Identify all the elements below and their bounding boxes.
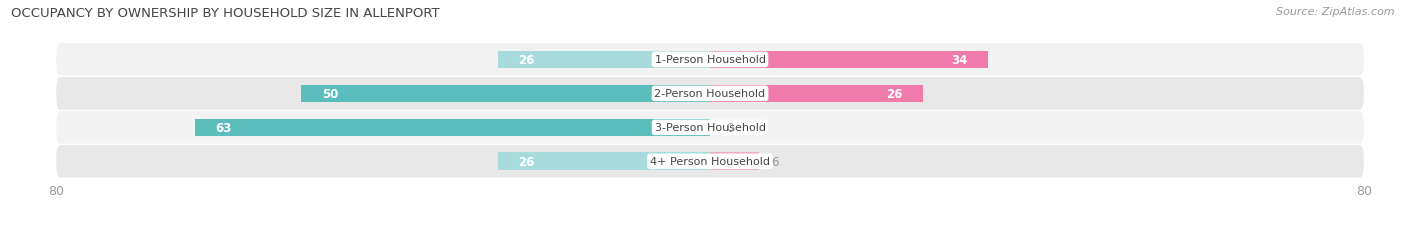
Text: 26: 26	[886, 88, 903, 100]
Text: 1-Person Household: 1-Person Household	[655, 55, 765, 65]
FancyBboxPatch shape	[56, 44, 1364, 76]
Text: 2-Person Household: 2-Person Household	[654, 89, 766, 99]
Text: 26: 26	[517, 54, 534, 67]
Text: 4+ Person Household: 4+ Person Household	[650, 157, 770, 167]
Bar	[498, 51, 710, 69]
Text: 3-Person Household: 3-Person Household	[655, 123, 765, 133]
Bar	[710, 153, 759, 170]
Text: 26: 26	[517, 155, 534, 168]
Text: 34: 34	[950, 54, 967, 67]
Text: 0: 0	[727, 121, 734, 134]
FancyBboxPatch shape	[56, 112, 1364, 144]
Text: 63: 63	[215, 121, 232, 134]
Text: OCCUPANCY BY OWNERSHIP BY HOUSEHOLD SIZE IN ALLENPORT: OCCUPANCY BY OWNERSHIP BY HOUSEHOLD SIZE…	[11, 7, 440, 20]
FancyBboxPatch shape	[56, 145, 1364, 178]
Text: 50: 50	[322, 88, 339, 100]
Bar	[710, 51, 988, 69]
Bar	[195, 119, 710, 137]
Bar	[301, 85, 710, 103]
Text: Source: ZipAtlas.com: Source: ZipAtlas.com	[1277, 7, 1395, 17]
Bar	[710, 85, 922, 103]
FancyBboxPatch shape	[56, 78, 1364, 110]
Text: 6: 6	[772, 155, 779, 168]
Bar	[498, 153, 710, 170]
